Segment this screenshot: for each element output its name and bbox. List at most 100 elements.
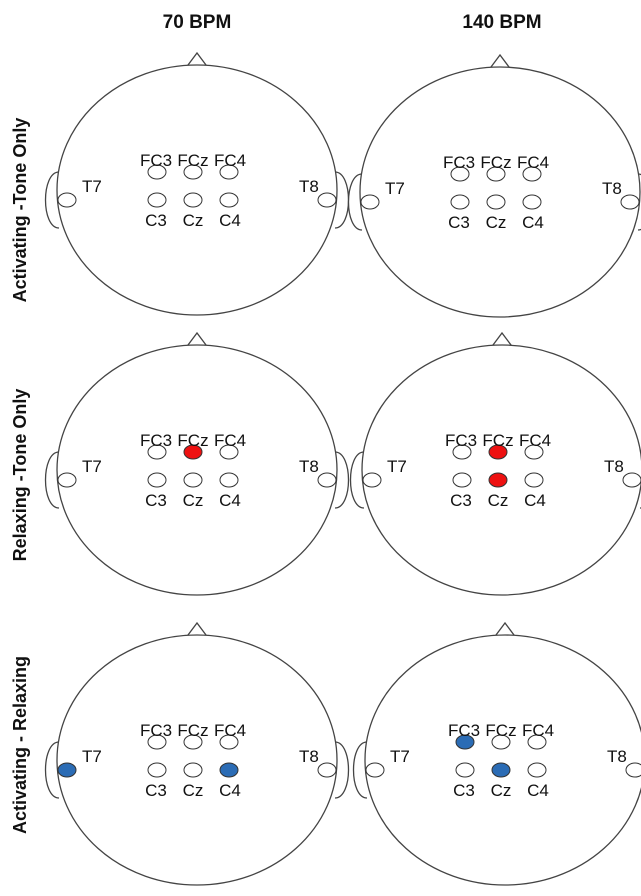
- electrode-fc4: [524, 444, 544, 460]
- electrode-t8: [317, 762, 337, 778]
- electrode-c3: [147, 762, 167, 778]
- head-panel: FC3 FCz FC4 C3 Cz C4 T7 T8: [44, 621, 350, 886]
- electrode-c4: [527, 762, 547, 778]
- electrode-t7: [57, 192, 77, 208]
- electrode-label-fcz: FCz: [480, 153, 511, 172]
- electrode-t8: [622, 472, 641, 488]
- head-panel: FC3 FCz FC4 C3 Cz C4 T7 T8: [352, 621, 641, 886]
- electrode-t8: [317, 472, 337, 488]
- electrode-label-t8: T8: [604, 457, 624, 476]
- electrode-label-cz: Cz: [183, 491, 204, 510]
- electrode-c3: [455, 762, 475, 778]
- left-ear: [44, 741, 60, 799]
- electrode-c4: [219, 472, 239, 488]
- electrode-c3: [147, 472, 167, 488]
- electrode-label-fc3: FC3: [443, 153, 475, 172]
- electrode-label-fcz: FCz: [482, 431, 513, 450]
- electrode-t7: [57, 762, 77, 778]
- electrode-label-c4: C4: [219, 781, 241, 800]
- electrode-t8: [620, 194, 640, 210]
- electrode-label-t8: T8: [299, 177, 319, 196]
- electrode-fcz: [183, 164, 203, 180]
- electrode-label-fc4: FC4: [517, 153, 549, 172]
- electrode-fc4: [527, 734, 547, 750]
- electrode-fc4: [522, 166, 542, 182]
- electrode-label-t7: T7: [82, 177, 102, 196]
- electrode-label-t7: T7: [390, 747, 410, 766]
- electrode-label-t7: T7: [82, 747, 102, 766]
- electrode-cz: [486, 194, 506, 210]
- electrode-label-c4: C4: [219, 491, 241, 510]
- electrode-fc3: [147, 164, 167, 180]
- column-title-70-bpm: 70 BPM: [163, 12, 232, 33]
- electrode-fc3: [452, 444, 472, 460]
- electrode-label-fc4: FC4: [214, 721, 246, 740]
- electrode-label-cz: Cz: [183, 211, 204, 230]
- electrode-label-c4: C4: [219, 211, 241, 230]
- electrode-label-fc4: FC4: [522, 721, 554, 740]
- electrode-c4: [219, 192, 239, 208]
- electrode-c4: [219, 762, 239, 778]
- electrode-cz: [183, 192, 203, 208]
- electrode-fcz: [183, 444, 203, 460]
- electrode-label-cz: Cz: [491, 781, 512, 800]
- head-panel: FC3 FCz FC4 C3 Cz C4 T7 T8: [349, 331, 641, 596]
- electrode-label-c3: C3: [450, 491, 472, 510]
- left-ear: [44, 451, 60, 509]
- electrode-label-fc4: FC4: [214, 151, 246, 170]
- electrode-label-fcz: FCz: [177, 431, 208, 450]
- electrode-label-fc3: FC3: [140, 151, 172, 170]
- electrode-label-fc3: FC3: [140, 721, 172, 740]
- head-outline: [56, 634, 338, 886]
- electrode-label-fc3: FC3: [448, 721, 480, 740]
- electrode-label-fcz: FCz: [177, 151, 208, 170]
- electrode-fc3: [455, 734, 475, 750]
- head-outline: [364, 634, 641, 886]
- electrode-t8: [625, 762, 641, 778]
- electrode-cz: [183, 762, 203, 778]
- electrode-fcz: [486, 166, 506, 182]
- right-ear: [334, 451, 350, 509]
- electrode-c3: [450, 194, 470, 210]
- electrode-label-c3: C3: [448, 213, 470, 232]
- electrode-label-c3: C3: [145, 491, 167, 510]
- electrode-label-t8: T8: [607, 747, 627, 766]
- electrode-fc3: [450, 166, 470, 182]
- electrode-label-fcz: FCz: [177, 721, 208, 740]
- electrode-label-t8: T8: [299, 747, 319, 766]
- head-panel: FC3 FCz FC4 C3 Cz C4 T7 T8: [347, 53, 641, 318]
- head-outline: [359, 66, 641, 318]
- electrode-label-t8: T8: [299, 457, 319, 476]
- electrode-t8: [317, 192, 337, 208]
- electrode-t7: [362, 472, 382, 488]
- head-outline: [361, 344, 641, 596]
- electrode-t7: [360, 194, 380, 210]
- electrode-label-t7: T7: [387, 457, 407, 476]
- electrode-label-c4: C4: [527, 781, 549, 800]
- electrode-label-fc4: FC4: [214, 431, 246, 450]
- electrode-label-c4: C4: [524, 491, 546, 510]
- electrode-label-c3: C3: [145, 781, 167, 800]
- electrode-label-fcz: FCz: [485, 721, 516, 740]
- electrode-label-t7: T7: [82, 457, 102, 476]
- electrode-c4: [522, 194, 542, 210]
- electrode-label-c3: C3: [145, 211, 167, 230]
- row-title-relaxing-tone-only: Relaxing -Tone Only: [10, 389, 30, 562]
- head-outline: [56, 344, 338, 596]
- electrode-t7: [365, 762, 385, 778]
- electrode-label-fc4: FC4: [519, 431, 551, 450]
- electrode-fc4: [219, 734, 239, 750]
- electrode-label-fc3: FC3: [445, 431, 477, 450]
- electrode-fcz: [491, 734, 511, 750]
- left-ear: [349, 451, 365, 509]
- electrode-c4: [524, 472, 544, 488]
- left-ear: [44, 171, 60, 229]
- electrode-label-t7: T7: [385, 179, 405, 198]
- electrode-label-cz: Cz: [183, 781, 204, 800]
- electrode-fcz: [488, 444, 508, 460]
- electrode-label-c4: C4: [522, 213, 544, 232]
- electrode-fc4: [219, 444, 239, 460]
- electrode-c3: [452, 472, 472, 488]
